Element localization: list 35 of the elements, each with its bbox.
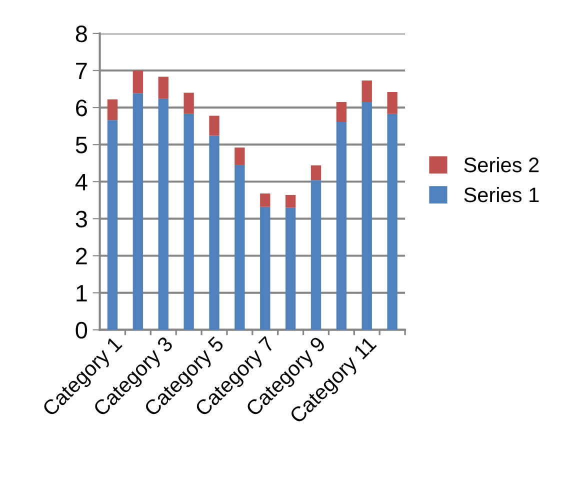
y-tick-label: 0 xyxy=(76,322,88,339)
bar xyxy=(184,92,194,114)
bar xyxy=(260,206,270,330)
bar xyxy=(184,114,194,330)
bar xyxy=(234,148,245,165)
legend-label: Series 2 xyxy=(464,157,539,172)
bar xyxy=(158,76,168,99)
bar xyxy=(158,98,168,330)
bar xyxy=(209,116,220,136)
bar xyxy=(387,92,398,114)
y-tick-label: 1 xyxy=(76,285,87,302)
bar xyxy=(107,99,118,120)
bar xyxy=(336,102,347,122)
y-tick-label: 5 xyxy=(76,136,87,154)
bar xyxy=(107,120,118,330)
bar xyxy=(362,102,372,330)
bar xyxy=(132,93,144,330)
bar xyxy=(362,80,372,102)
y-tick-label: 2 xyxy=(76,248,87,264)
y-tick-label: 8 xyxy=(76,26,87,42)
bar xyxy=(132,70,144,94)
bar xyxy=(310,180,322,330)
y-tick-label: 3 xyxy=(76,210,87,228)
bar xyxy=(209,136,220,330)
bar xyxy=(285,194,296,208)
y-tick-label: 4 xyxy=(75,174,88,190)
y-tick-label: 7 xyxy=(76,62,87,80)
legend-label: Series 1 xyxy=(464,186,539,202)
bar xyxy=(234,164,245,330)
bar xyxy=(387,114,398,330)
bar xyxy=(310,165,322,180)
bar xyxy=(336,122,347,330)
y-tick-label: 6 xyxy=(76,100,87,116)
bar xyxy=(260,193,270,207)
bar xyxy=(285,208,296,330)
